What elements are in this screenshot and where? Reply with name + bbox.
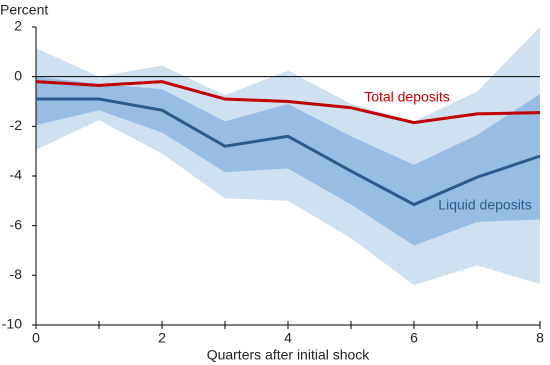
y-tick-label: -8	[10, 266, 23, 282]
y-axis-label: Percent	[0, 2, 48, 18]
y-tick-label: -4	[10, 167, 23, 183]
y-tick-label: -6	[10, 216, 23, 232]
series-label: Total deposits	[364, 89, 450, 105]
line	[36, 97, 541, 207]
x-tick-label: 0	[32, 330, 40, 346]
x-tick-label: 8	[536, 330, 544, 346]
x-tick-label: 6	[410, 330, 418, 346]
y-tick-label: 2	[14, 18, 22, 34]
y-tick-label: -2	[10, 117, 23, 133]
series-label: Liquid deposits	[438, 197, 531, 213]
y-tick-label: 0	[14, 67, 22, 83]
x-tick-label: 2	[158, 330, 166, 346]
x-tick-label: 4	[284, 330, 292, 346]
y-tick-label: -10	[2, 316, 22, 332]
x-axis-label: Quarters after initial shock	[207, 347, 371, 363]
line	[35, 80, 541, 125]
